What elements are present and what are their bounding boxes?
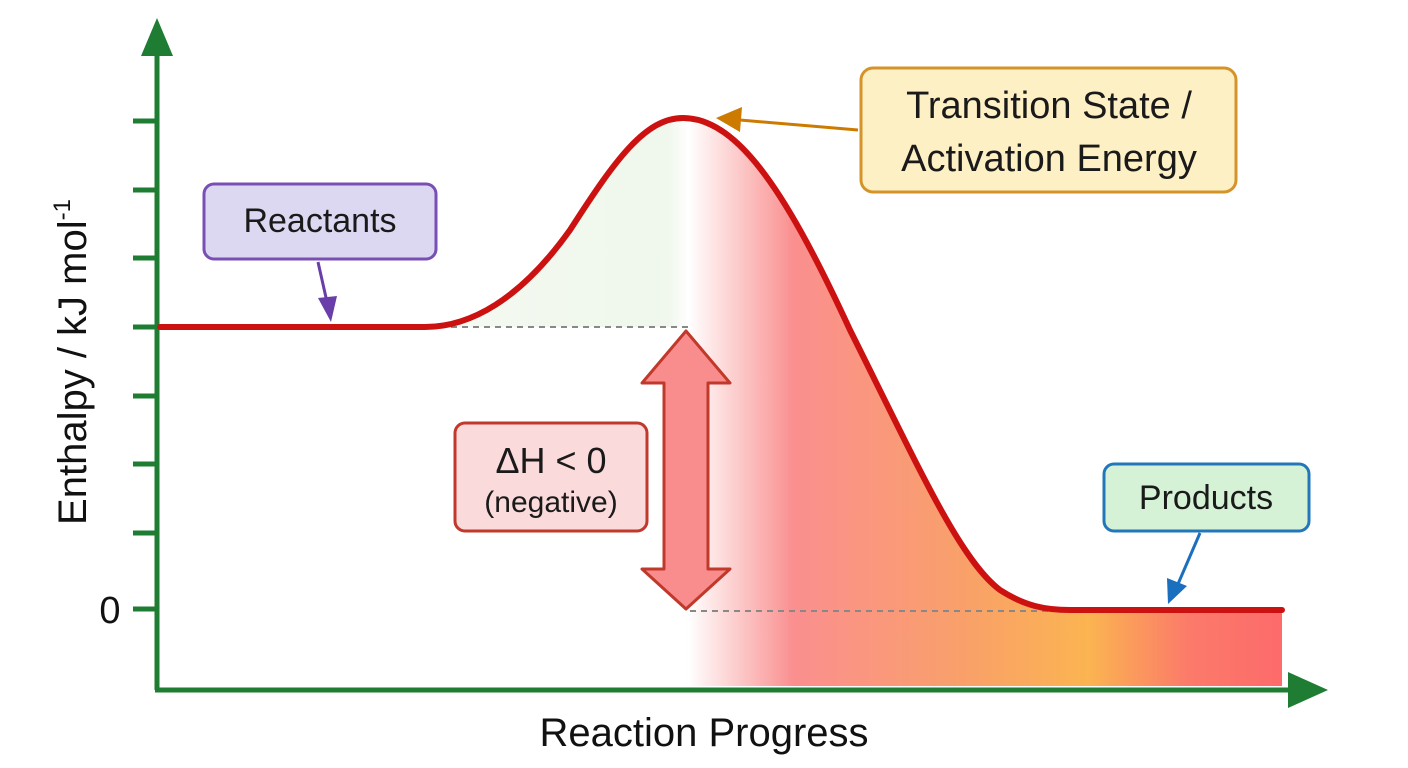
delta-h-box: [453, 421, 649, 533]
y-axis: [133, 18, 173, 690]
delta-h-sign-label: (negative): [484, 486, 617, 519]
x-axis-label: Reaction Progress: [539, 711, 868, 755]
transition-state-label-line2: Activation Energy: [901, 138, 1197, 180]
enthalpy-curve: [157, 115, 1285, 613]
products-box: [1102, 462, 1311, 533]
y-axis-label-main: Enthalpy / kJ mol: [51, 220, 95, 525]
y-axis-label: Enthalpy / kJ mol-1: [49, 199, 95, 525]
arrow-down-left-icon: [1167, 532, 1202, 604]
y-axis-label-superscript: -1: [49, 199, 76, 220]
transition-state-callout: Transition State / Activation Energy: [716, 66, 1238, 194]
y-axis-ticks: [133, 118, 157, 612]
x-axis-arrowhead-icon: [1288, 672, 1328, 708]
reactants-label: Reactants: [243, 202, 396, 240]
arrow-down-icon: [316, 261, 337, 322]
double-arrow-vertical-icon: [640, 329, 732, 611]
delta-h-callout: ΔH < 0 (negative): [453, 421, 649, 533]
transition-state-label-line1: Transition State /: [906, 85, 1192, 127]
products-label: Products: [1139, 479, 1273, 517]
arrow-left-icon: [716, 107, 859, 132]
x-axis: [155, 672, 1328, 708]
energy-fill-region: [440, 118, 1282, 686]
y-axis-arrowhead-icon: [141, 18, 173, 56]
reactants-callout: Reactants: [202, 182, 438, 322]
delta-h-label: ΔH < 0: [495, 440, 606, 481]
products-callout: Products: [1102, 462, 1311, 604]
transition-state-box: [859, 66, 1238, 194]
zero-tick-label: 0: [99, 590, 120, 632]
reactants-box: [202, 182, 438, 261]
